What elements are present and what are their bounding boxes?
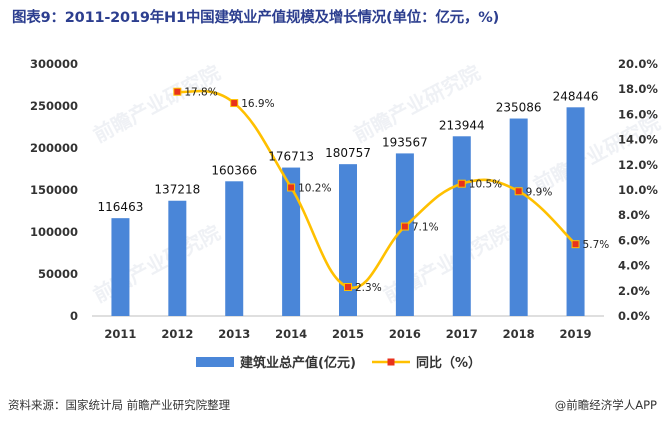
yoy-line — [177, 89, 577, 290]
bar-value-label: 160366 — [211, 163, 257, 177]
yoy-marker-2014 — [287, 183, 296, 192]
source-note: 资料来源：国家统计局 前瞻产业研究院整理 — [8, 398, 231, 412]
yoy-value-label: 5.7% — [583, 239, 610, 251]
legend-bar-label: 建筑业总产值(亿元) — [240, 355, 356, 371]
bar-2013 — [225, 181, 244, 316]
yoy-marker-2018 — [514, 187, 523, 196]
y-left-tick-label: 250000 — [30, 99, 78, 113]
yoy-marker-2012 — [173, 87, 182, 96]
y-right-tick-label: 6.0% — [618, 233, 650, 247]
yoy-value-label: 7.1% — [412, 222, 439, 234]
bar-2014 — [282, 167, 301, 316]
y-right-tick-label: 12.0% — [618, 158, 658, 172]
y-right-tick-label: 0.0% — [618, 309, 650, 323]
watermark-text: 前瞻产业研究院 — [349, 60, 484, 147]
y-right-tick-label: 4.0% — [618, 259, 650, 273]
bar-2019 — [566, 107, 585, 316]
yoy-value-label: 9.9% — [526, 186, 553, 198]
y-right-tick-label: 10.0% — [618, 183, 658, 197]
yoy-value-label: 2.3% — [355, 282, 382, 294]
y-left-tick-label: 0 — [70, 309, 78, 323]
y-left-tick-label: 50000 — [38, 267, 78, 281]
x-tick-label: 2019 — [560, 327, 592, 341]
bar-2012 — [168, 200, 187, 316]
bar-value-label: 235086 — [496, 101, 542, 115]
yoy-value-label: 16.9% — [241, 98, 274, 110]
y-right-tick-label: 16.0% — [618, 107, 658, 121]
bar-2017 — [452, 136, 471, 316]
y-right-tick-label: 18.0% — [618, 82, 658, 96]
bar-value-label: 193567 — [382, 135, 428, 149]
y-right-tick-label: 2.0% — [618, 284, 650, 298]
yoy-marker-2013 — [230, 99, 239, 108]
chart-legend: 建筑业总产值(亿元) 同比（%） — [196, 355, 481, 371]
yoy-value-label: 17.8% — [184, 87, 217, 99]
bar-value-label: 213944 — [439, 118, 485, 132]
legend-line-marker — [387, 358, 395, 366]
yoy-value-label: 10.2% — [298, 182, 331, 194]
yoy-marker-2019 — [571, 240, 580, 249]
x-tick-label: 2015 — [332, 327, 364, 341]
y-left-tick-label: 200000 — [30, 141, 78, 155]
y-left-tick-label: 300000 — [30, 57, 78, 71]
x-tick-label: 2011 — [104, 327, 136, 341]
x-tick-label: 2018 — [503, 327, 535, 341]
legend-bar-swatch — [196, 357, 234, 367]
yoy-marker-2016 — [400, 222, 409, 231]
x-tick-label: 2014 — [275, 327, 307, 341]
bar-2015 — [339, 164, 357, 316]
y-right-tick-label: 8.0% — [618, 208, 650, 222]
brand-credit: @前瞻经济学人APP — [554, 398, 657, 412]
bar-value-label: 176713 — [268, 150, 314, 164]
watermark-text: 前瞻产业研究院 — [89, 220, 224, 307]
x-tick-label: 2016 — [389, 327, 421, 341]
bar-value-label: 137218 — [154, 183, 200, 197]
watermark-text: 前瞻产业研究院 — [89, 60, 224, 147]
y-right-tick-label: 14.0% — [618, 133, 658, 147]
x-tick-label: 2017 — [446, 327, 478, 341]
chart-title: 图表9：2011-2019年H1中国建筑业产值规模及增长情况(单位：亿元，%) — [12, 10, 500, 26]
y-right-tick-label: 20.0% — [618, 57, 658, 71]
yoy-value-label: 10.5% — [469, 179, 502, 191]
x-tick-label: 2012 — [161, 327, 193, 341]
bar-2016 — [395, 153, 414, 316]
y-left-tick-label: 100000 — [30, 225, 78, 239]
line-series — [173, 87, 580, 292]
yoy-marker-2015 — [344, 283, 352, 292]
bar-value-label: 248446 — [553, 89, 599, 103]
y-left-tick-label: 150000 — [30, 183, 78, 197]
x-tick-label: 2013 — [218, 327, 250, 341]
bar-value-label: 180757 — [325, 146, 371, 160]
bar-2011 — [111, 218, 130, 316]
bar-value-label: 116463 — [98, 200, 144, 214]
data-labels: 116463 137218 160366 176713 180757 193567 2139… — [98, 87, 610, 294]
bar-2018 — [509, 118, 528, 316]
legend-line-label: 同比（%） — [416, 355, 481, 371]
yoy-marker-2017 — [457, 179, 466, 188]
